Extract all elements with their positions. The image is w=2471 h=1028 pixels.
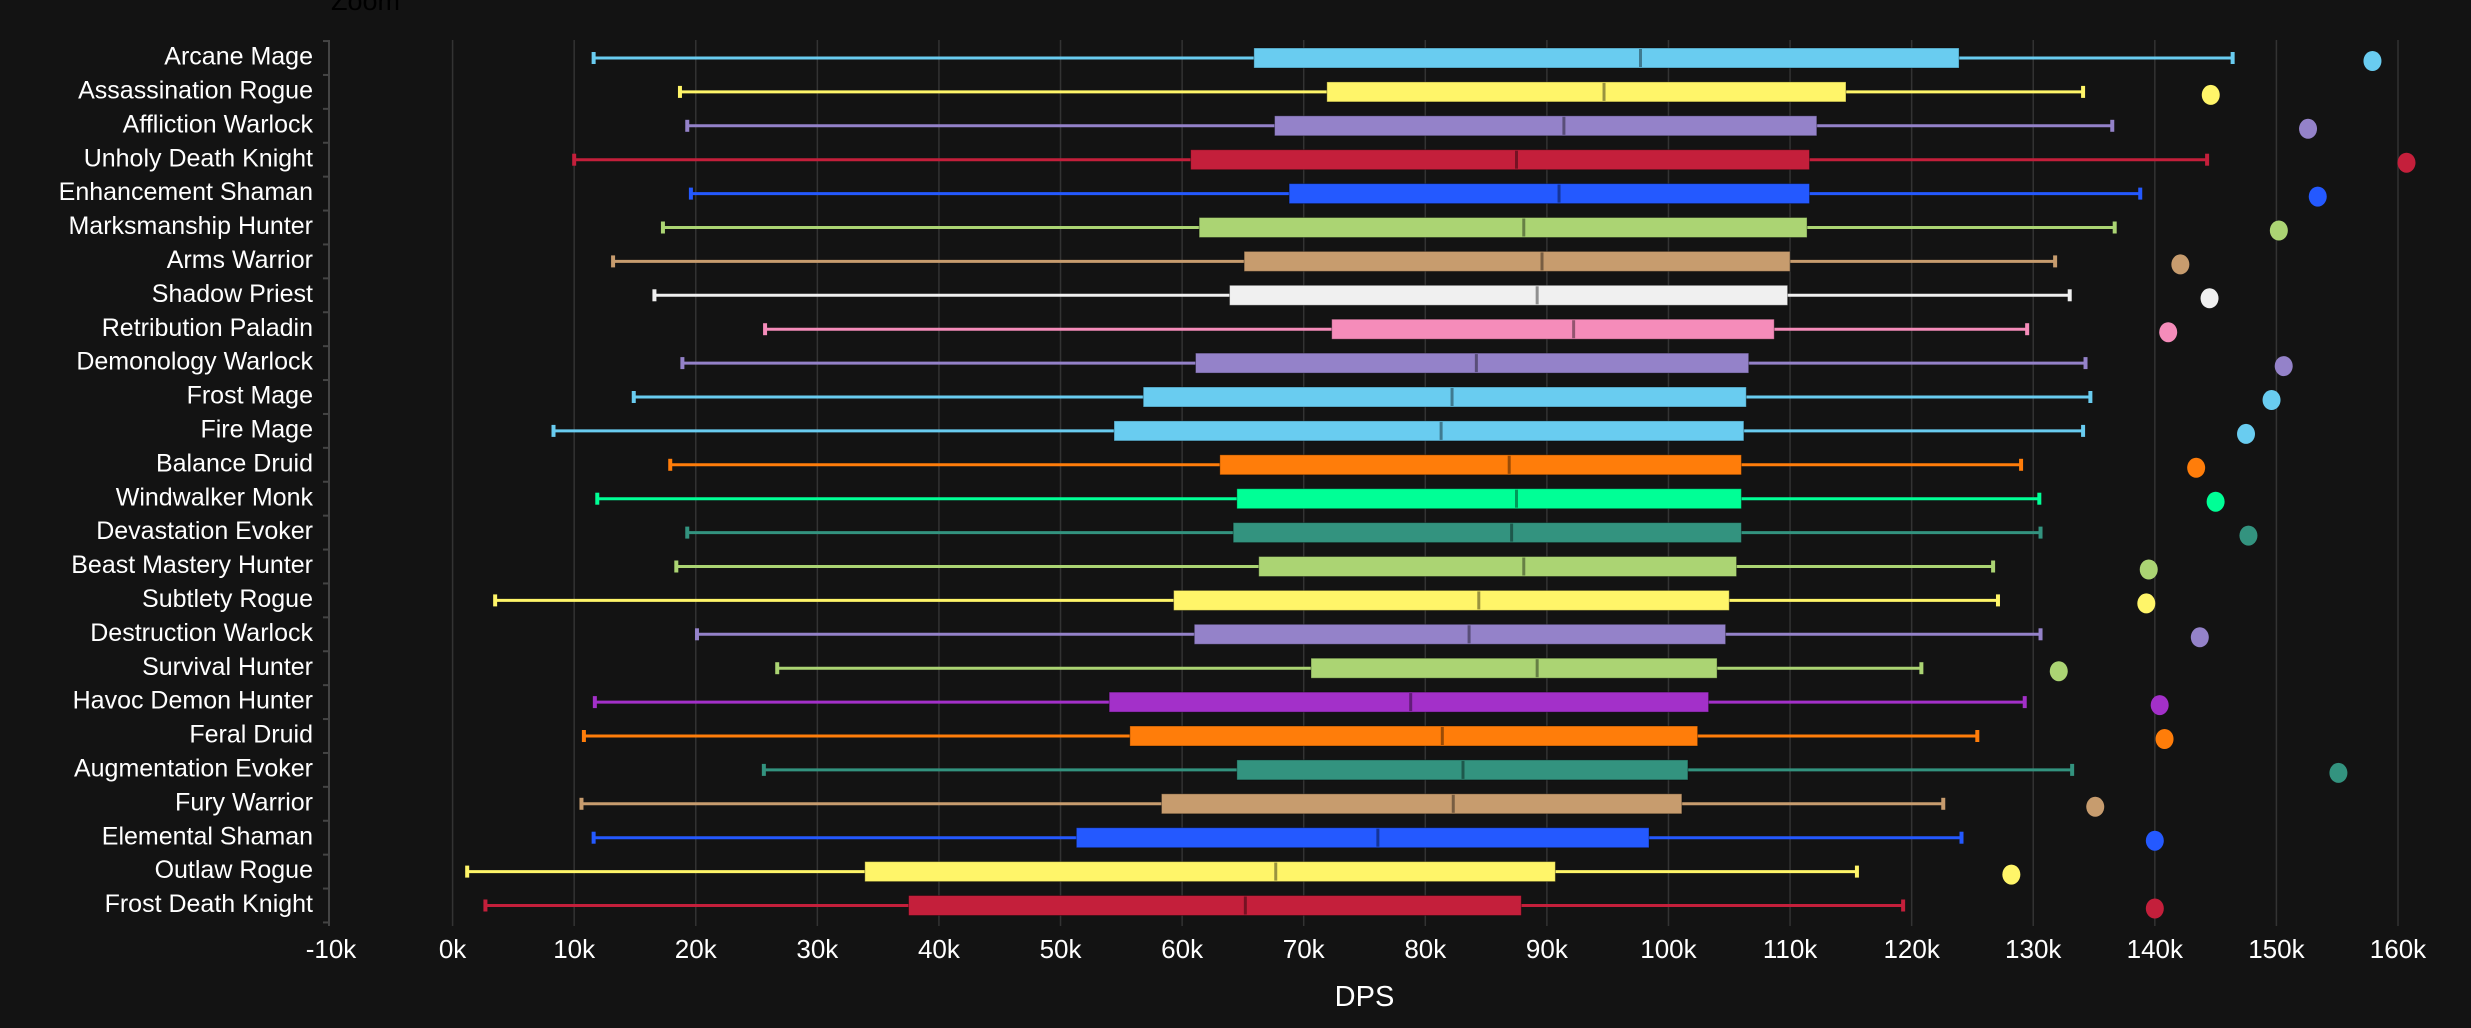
box (1236, 488, 1742, 510)
x-tick-label: 100k (1640, 934, 1697, 964)
category-label: Affliction Warlock (123, 110, 314, 138)
box (1173, 589, 1730, 611)
outlier-point (2171, 254, 2190, 275)
box (1113, 420, 1745, 442)
outlier-point (2145, 898, 2164, 919)
outlier-point (2159, 322, 2178, 343)
outlier-point (2239, 525, 2258, 546)
x-tick-label: 40k (918, 934, 961, 964)
outlier-point (2187, 457, 2206, 478)
box (1258, 556, 1738, 577)
box (1193, 623, 1727, 645)
x-tick-label: 20k (675, 934, 718, 964)
box (1229, 284, 1789, 306)
outlier-point (2201, 84, 2220, 105)
outlier-point (2363, 51, 2382, 71)
x-tick-label: -10k (306, 934, 358, 964)
x-axis-title: DPS (1335, 981, 1395, 1013)
x-tick-label: 80k (1404, 934, 1447, 964)
box (1288, 183, 1811, 205)
outlier-point (2299, 118, 2318, 139)
box (1142, 386, 1747, 408)
box (1108, 691, 1710, 713)
category-label: Frost Death Knight (105, 890, 313, 918)
x-tick-label: 150k (2248, 934, 2305, 964)
category-label: Destruction Warlock (90, 619, 313, 647)
x-tick-label: 90k (1526, 934, 1569, 964)
x-tick-label: 140k (2127, 934, 2184, 964)
category-label: Fury Warrior (175, 788, 313, 816)
box (1331, 318, 1775, 340)
x-tick-label: 10k (553, 934, 596, 964)
outlier-point (2308, 186, 2327, 207)
box (908, 895, 1522, 916)
box (1326, 81, 1847, 103)
category-label: Retribution Paladin (102, 314, 313, 342)
x-tick-label: 160k (2370, 934, 2427, 964)
category-label: Feral Druid (189, 721, 313, 749)
outlier-point (2237, 423, 2256, 444)
box (1190, 149, 1811, 171)
x-tick-label: 70k (1283, 934, 1326, 964)
category-label: Assassination Rogue (78, 77, 313, 105)
outlier-point (2190, 627, 2209, 648)
x-tick-label: 0k (439, 934, 467, 964)
category-label: Fire Mage (200, 416, 313, 444)
x-tick-label: 130k (2005, 934, 2062, 964)
outlier-point (2200, 288, 2219, 309)
outlier-point (2139, 559, 2158, 580)
box (1219, 454, 1742, 476)
category-label: Augmentation Evoker (74, 755, 313, 783)
category-label: Frost Mage (187, 382, 313, 410)
category-label: Shadow Priest (152, 280, 313, 308)
box (1198, 217, 1808, 238)
category-label: Windwalker Monk (116, 483, 314, 511)
category-label: Havoc Demon Hunter (73, 687, 313, 715)
x-tick-label: 110k (1763, 934, 1818, 964)
outlier-point (2206, 491, 2225, 512)
outlier-point (2269, 220, 2288, 241)
outlier-point (2145, 830, 2164, 851)
outlier-point (2155, 729, 2174, 749)
category-label: Elemental Shaman (102, 822, 313, 850)
category-label: Outlaw Rogue (155, 856, 313, 884)
box (1075, 827, 1650, 849)
outlier-point (2049, 661, 2068, 682)
box (1194, 352, 1750, 374)
box (1232, 522, 1742, 544)
box (1129, 725, 1699, 747)
category-label: Balance Druid (156, 449, 313, 477)
category-label: Survival Hunter (142, 653, 313, 681)
category-label: Demonology Warlock (76, 348, 313, 376)
x-tick-label: 60k (1161, 934, 1204, 964)
category-label: Enhancement Shaman (59, 178, 313, 206)
outlier-point (2086, 796, 2105, 817)
category-label: Subtlety Rogue (142, 585, 313, 613)
outlier-point (2274, 356, 2293, 377)
box (1274, 115, 1818, 137)
box (864, 861, 1556, 883)
box (1160, 793, 1683, 815)
category-label: Beast Mastery Hunter (71, 551, 313, 579)
outlier-point (2397, 152, 2416, 173)
category-label: Arms Warrior (167, 246, 313, 274)
x-tick-label: 120k (1883, 934, 1940, 964)
x-tick-label: 30k (796, 934, 839, 964)
category-label: Marksmanship Hunter (68, 212, 313, 240)
category-label: Arcane Mage (164, 43, 313, 71)
category-label: Devastation Evoker (96, 517, 313, 545)
zoom-button[interactable]: Zoom (331, 0, 401, 16)
outlier-point (2262, 390, 2281, 410)
category-label: Unholy Death Knight (84, 144, 313, 172)
outlier-point (2137, 593, 2156, 614)
outlier-point (2150, 695, 2169, 716)
box (1310, 657, 1718, 679)
box (1243, 250, 1791, 272)
outlier-point (2002, 864, 2021, 885)
outlier-point (2329, 762, 2348, 783)
box (1236, 759, 1689, 781)
x-tick-label: 50k (1040, 934, 1083, 964)
box (1253, 47, 1960, 69)
